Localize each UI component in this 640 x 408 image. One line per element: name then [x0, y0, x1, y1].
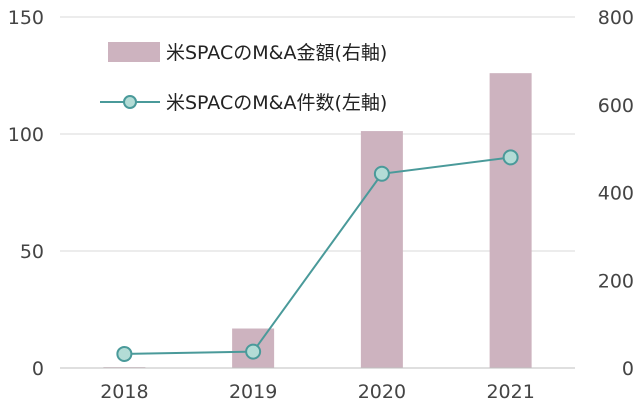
right-axis-tick-label: 400 [598, 183, 634, 205]
legend: 米SPACのM&A金額(右軸) 米SPACのM&A件数(左軸) [100, 42, 387, 114]
line-point [373, 165, 390, 182]
series-line [124, 156, 511, 355]
line-series [116, 149, 519, 362]
x-axis-tick-label: 2018 [100, 381, 148, 403]
legend-line-marker [123, 95, 137, 109]
x-axis-tick-label: 2021 [486, 381, 534, 403]
axes: 0 50 100 150 0 200 400 600 800 2018 2019 2020 2021 [8, 7, 634, 403]
right-axis-tick-label: 200 [598, 270, 634, 292]
right-axis-tick-label: 600 [598, 95, 634, 117]
legend-bar-label: 米SPACのM&A金額(右軸) [166, 42, 387, 64]
line-point [245, 343, 262, 360]
x-axis-tick-label: 2019 [229, 381, 277, 403]
line-point [502, 149, 519, 166]
gridlines [60, 16, 575, 252]
left-axis-tick-label: 0 [32, 358, 44, 380]
x-axis-tick-label: 2020 [358, 381, 406, 403]
left-axis-tick-label: 100 [8, 124, 44, 146]
left-axis-tick-label: 50 [20, 241, 44, 263]
legend-bar-swatch [108, 42, 160, 62]
right-axis-tick-label: 0 [622, 358, 634, 380]
legend-line-label: 米SPACのM&A件数(左軸) [166, 92, 387, 114]
left-axis-tick-label: 150 [8, 7, 44, 29]
bar-series [103, 73, 532, 368]
right-axis-tick-label: 800 [598, 7, 634, 29]
line-point [116, 345, 133, 362]
bar [489, 73, 532, 368]
